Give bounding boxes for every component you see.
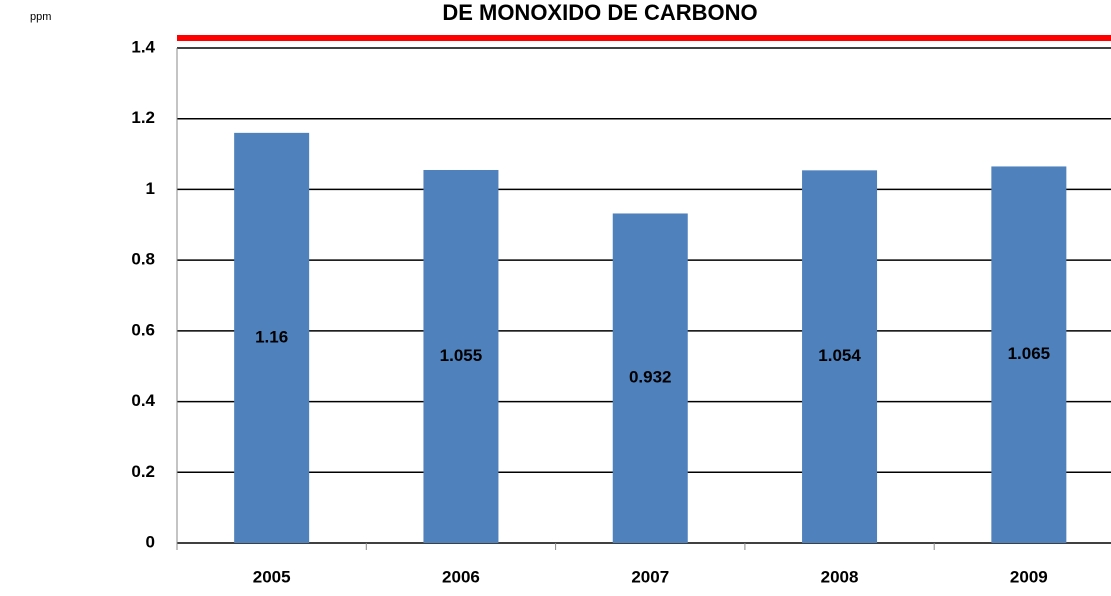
x-tick-label: 2005	[253, 567, 291, 586]
data-label: 1.16	[255, 327, 288, 346]
x-tick-label: 2006	[442, 567, 480, 586]
y-tick-label: 0.6	[131, 320, 155, 339]
y-tick-label: 1.2	[131, 108, 155, 127]
y-axis-label: ppm	[30, 11, 51, 23]
x-tick-label: 2007	[631, 567, 669, 586]
y-tick-label: 0.4	[131, 391, 155, 410]
chart-title: DE MONOXIDO DE CARBONO	[442, 0, 757, 25]
y-tick-label: 0.8	[131, 250, 155, 269]
y-tick-label: 0	[146, 532, 155, 551]
y-tick-label: 1.4	[131, 37, 155, 56]
bar	[991, 166, 1067, 544]
bar	[612, 213, 688, 543]
data-label: 1.054	[818, 346, 861, 365]
x-tick-label: 2008	[821, 567, 859, 586]
data-label: 0.932	[629, 368, 672, 387]
data-label: 1.055	[440, 346, 483, 365]
x-tick-label: 2009	[1010, 567, 1048, 586]
y-tick-label: 0.2	[131, 462, 155, 481]
data-label: 1.065	[1008, 344, 1051, 363]
bar	[802, 170, 878, 544]
y-tick-label: 1	[146, 179, 155, 198]
bar	[234, 132, 310, 543]
bar	[423, 169, 499, 543]
